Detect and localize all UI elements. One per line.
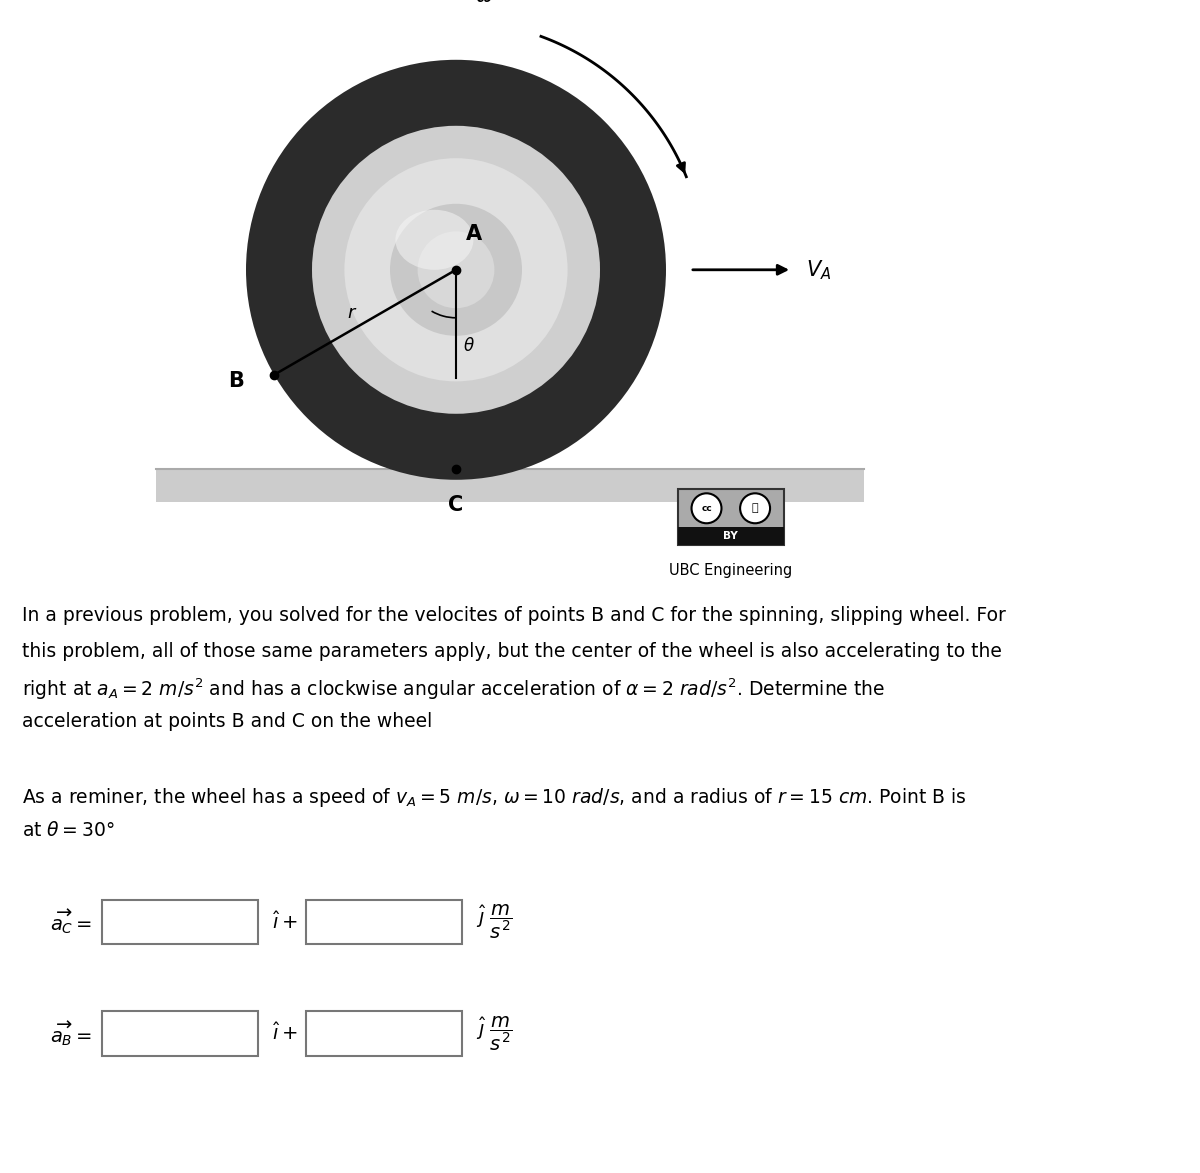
Text: $\overrightarrow{a_C} =$: $\overrightarrow{a_C} =$ <box>50 908 92 936</box>
Text: As a reminer, the wheel has a speed of $v_A = 5\ m/s$, $\omega = 10\ rad/s$, and: As a reminer, the wheel has a speed of $… <box>22 786 966 809</box>
Text: at $\theta = 30°$: at $\theta = 30°$ <box>22 821 114 840</box>
Ellipse shape <box>312 126 600 414</box>
Text: right at $a_A = 2\ m/s^2$ and has a clockwise angular acceleration of $\alpha = : right at $a_A = 2\ m/s^2$ and has a cloc… <box>22 677 884 703</box>
Ellipse shape <box>418 231 494 308</box>
Ellipse shape <box>377 308 535 364</box>
Text: r: r <box>347 304 354 321</box>
Ellipse shape <box>390 204 522 335</box>
Text: this problem, all of those same parameters apply, but the center of the wheel is: this problem, all of those same paramete… <box>22 642 1002 660</box>
Bar <box>678 528 784 545</box>
Text: C: C <box>449 495 463 515</box>
Text: $\theta$: $\theta$ <box>463 337 475 354</box>
Ellipse shape <box>246 60 666 480</box>
Bar <box>102 1011 258 1056</box>
Bar <box>306 900 462 944</box>
Ellipse shape <box>740 494 770 523</box>
Text: $\hat{\imath}+$: $\hat{\imath}+$ <box>272 1023 298 1044</box>
Text: $\omega$: $\omega$ <box>475 0 494 6</box>
Text: ⓘ: ⓘ <box>751 503 758 514</box>
Ellipse shape <box>396 210 473 270</box>
Text: $\overrightarrow{a_B} =$: $\overrightarrow{a_B} =$ <box>50 1019 92 1047</box>
Bar <box>678 489 784 545</box>
Text: acceleration at points B and C on the wheel: acceleration at points B and C on the wh… <box>22 712 432 731</box>
Text: $\hat{\imath}+$: $\hat{\imath}+$ <box>272 911 298 933</box>
Bar <box>306 1011 462 1056</box>
Text: $\hat{\jmath}\ \dfrac{m}{s^2}$: $\hat{\jmath}\ \dfrac{m}{s^2}$ <box>476 1015 512 1052</box>
Bar <box>102 900 258 944</box>
Text: UBC Engineering: UBC Engineering <box>670 563 792 578</box>
Ellipse shape <box>691 494 721 523</box>
Text: A: A <box>466 224 481 244</box>
Text: $\hat{\jmath}\ \dfrac{m}{s^2}$: $\hat{\jmath}\ \dfrac{m}{s^2}$ <box>476 903 512 941</box>
Text: In a previous problem, you solved for the velocites of points B and C for the sp: In a previous problem, you solved for th… <box>22 606 1006 625</box>
Text: B: B <box>228 371 244 391</box>
Ellipse shape <box>344 158 568 381</box>
Text: cc: cc <box>701 503 712 513</box>
Text: BY: BY <box>724 531 738 542</box>
Text: $V_A$: $V_A$ <box>806 258 832 282</box>
Bar <box>156 469 864 502</box>
